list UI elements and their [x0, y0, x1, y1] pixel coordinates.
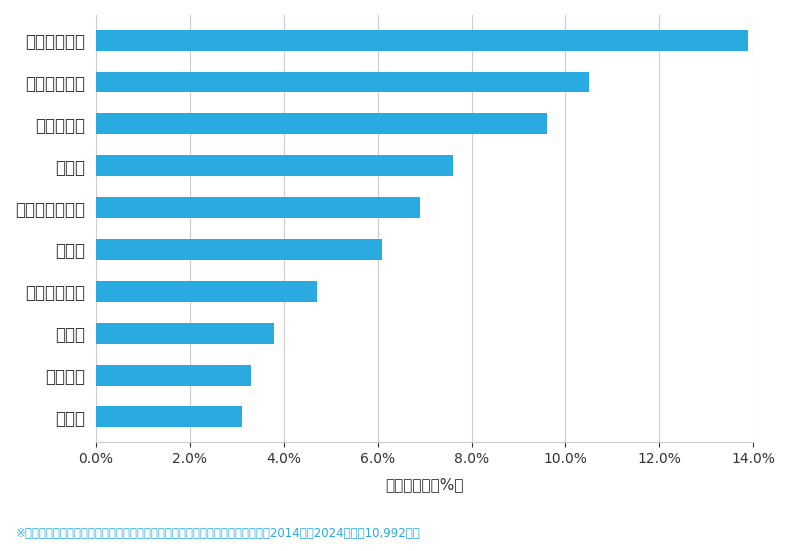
Bar	[96, 30, 748, 51]
Bar	[96, 72, 589, 93]
Bar	[96, 197, 420, 218]
Bar	[96, 281, 317, 302]
X-axis label: 件数の割合（%）: 件数の割合（%）	[386, 477, 464, 492]
Bar	[96, 407, 242, 428]
Bar	[96, 323, 274, 344]
Bar	[96, 239, 382, 260]
Bar	[96, 155, 453, 176]
Text: ※弊社受付の案件を対象に、受付時に市区町村の回答があったものを集計（期間2014年～2024年、計10,992件）: ※弊社受付の案件を対象に、受付時に市区町村の回答があったものを集計（期間2014…	[16, 527, 420, 540]
Bar	[96, 365, 251, 386]
Bar	[96, 114, 547, 134]
